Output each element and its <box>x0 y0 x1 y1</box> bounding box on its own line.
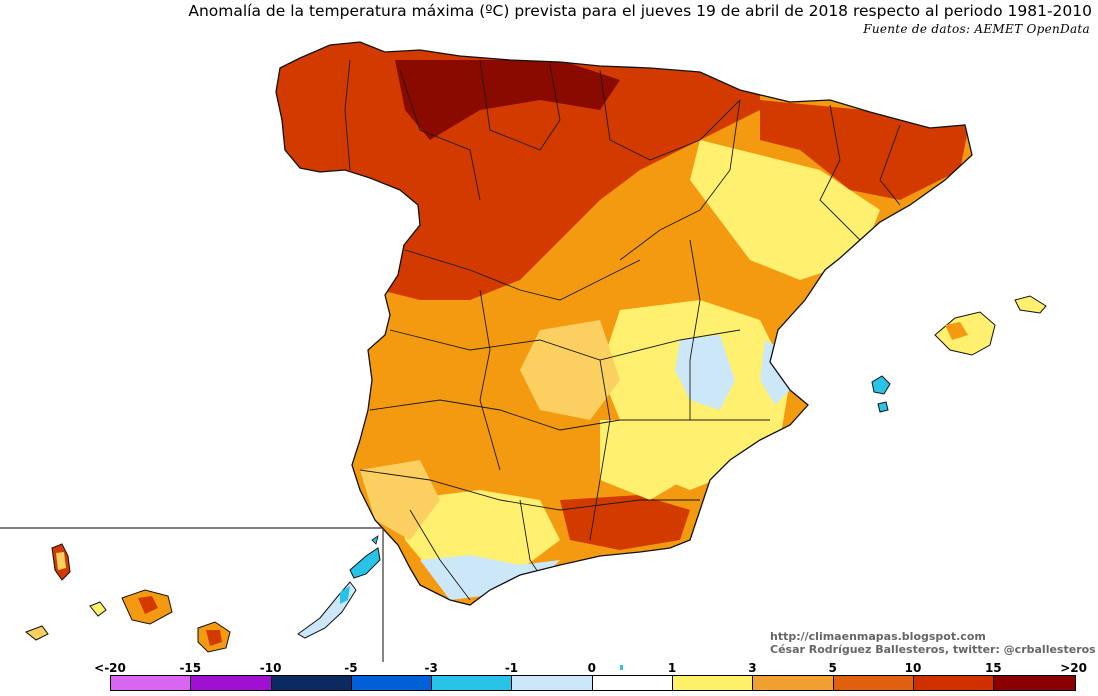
legend-swatch <box>753 676 834 690</box>
legend-color-bar <box>110 675 1076 691</box>
data-source: Fuente de datos: AEMET OpenData <box>863 22 1090 36</box>
credits-url[interactable]: http://climaenmapas.blogspot.com <box>770 630 986 643</box>
zone-sierra-nevada-hot <box>560 495 690 550</box>
balearic-islands <box>871 295 1047 413</box>
el-hierro <box>25 625 49 641</box>
zone-southwest-mild <box>360 460 440 540</box>
legend-tick-label: 3 <box>748 661 757 675</box>
legend-swatch <box>512 676 593 690</box>
legend-tick-label: 0 <box>587 661 596 675</box>
legend-tick-label: 1 <box>667 661 677 675</box>
legend-swatch <box>271 676 352 690</box>
legend-marker <box>620 665 623 670</box>
zone-ebro-valley-mild <box>690 140 880 280</box>
legend-tick-label: >20 <box>1060 661 1087 675</box>
legend-swatch <box>833 676 914 690</box>
legend-tick-label: -5 <box>344 661 358 675</box>
zone-la-mancha-mild <box>600 420 700 500</box>
legend-swatch <box>191 676 272 690</box>
legend-labels: <-20 -15 -10 -5 -3 -1 0 1 3 5 10 15 >20 <box>0 661 1098 675</box>
legend-tick-label: 15 <box>984 661 1002 675</box>
legend-tick-label: -1 <box>504 661 519 675</box>
legend-tick-label: 5 <box>828 661 837 675</box>
legend-swatch <box>913 676 995 690</box>
zone-cantabrian-very-hot <box>395 60 620 140</box>
legend-tick-label: 10 <box>904 661 922 675</box>
menorca <box>1014 295 1047 314</box>
legend-swatch <box>673 676 754 690</box>
zone-andalusia-coast-cool <box>420 555 560 600</box>
legend-tick-label: -3 <box>424 661 438 675</box>
legend-swatch <box>994 676 1075 690</box>
canary-islands-inset <box>0 527 384 662</box>
legend-swatch <box>351 676 433 690</box>
legend-tick-label: <-20 <box>94 661 126 675</box>
credits-author: César Rodríguez Ballesteros, twitter: @c… <box>770 643 1096 656</box>
legend-swatch <box>432 676 513 690</box>
formentera <box>877 401 889 413</box>
legend-swatch <box>111 676 192 690</box>
la-gomera <box>89 601 107 617</box>
credits: http://climaenmapas.blogspot.com César R… <box>770 630 1096 656</box>
map-title: Anomalía de la temperatura máxima (ºC) p… <box>188 2 1092 20</box>
legend-tick-label: -15 <box>179 661 202 675</box>
legend-tick-label: -10 <box>259 661 282 675</box>
ibiza <box>871 375 891 395</box>
lanzarote <box>349 547 381 579</box>
zone-central-mild <box>520 320 620 420</box>
iberian-mainland <box>275 41 973 606</box>
legend-swatch <box>592 676 674 690</box>
region-borders <box>344 59 901 601</box>
